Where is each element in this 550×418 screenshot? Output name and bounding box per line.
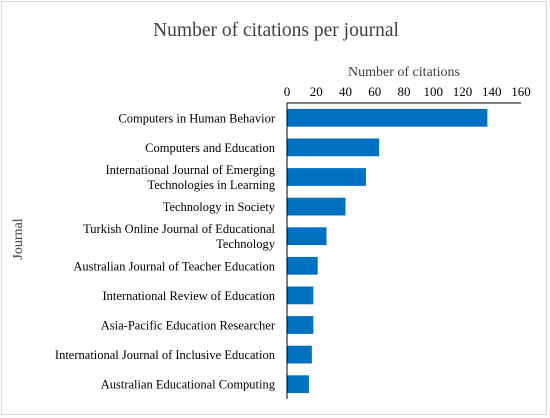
category-label-line: Computers in Human Behavior: [118, 111, 275, 125]
category-labels: Computers in Human Behavior Computers and…: [55, 111, 276, 391]
x-tick-label: 60: [368, 84, 381, 99]
category-label-line: Computers and Education: [145, 141, 276, 155]
category-label: Computers in Human Behavior: [118, 111, 275, 125]
x-tick-label: 0: [284, 84, 291, 99]
bar: [287, 197, 346, 216]
category-label-line: Australian Journal of Teacher Education: [73, 259, 275, 273]
x-tick-label: 20: [310, 84, 323, 99]
category-label: Australian Journal of Teacher Education: [73, 259, 275, 273]
category-label-line: International Journal of Inclusive Educa…: [55, 348, 276, 362]
x-tick-label: 80: [398, 84, 411, 99]
category-label: Technology in Society: [163, 200, 276, 214]
bar: [287, 108, 488, 127]
bar: [287, 316, 314, 334]
bar: [287, 168, 366, 186]
category-label-line: Technology: [216, 237, 276, 251]
category-label-line: International Review of Education: [102, 289, 275, 303]
category-label: International Review of Education: [102, 289, 275, 303]
bar: [287, 256, 318, 275]
x-tick-label: 160: [511, 84, 531, 99]
category-label-line: Turkish Online Journal of Educational: [83, 222, 275, 236]
category-label-line: Australian Educational Computing: [101, 378, 276, 392]
bar: [287, 138, 380, 157]
category-label-line: International Journal of Emerging: [105, 163, 275, 177]
category-label: International Journal of Emerging Technol…: [105, 163, 275, 192]
x-tick-label: 40: [339, 84, 352, 99]
chart-title: Number of citations per journal: [153, 20, 399, 41]
bar: [287, 375, 309, 394]
bars: [287, 108, 488, 394]
category-label-line: Technologies in Learning: [147, 178, 275, 192]
category-label: Computers and Education: [145, 141, 276, 155]
category-label-line: Technology in Society: [163, 200, 276, 214]
x-tick-labels: 0 20 40 60 80 100 120 140 160: [284, 84, 531, 99]
y-axis-label: Journal: [11, 218, 26, 259]
bar: [287, 227, 327, 246]
category-label: International Journal of Inclusive Educa…: [55, 348, 276, 362]
x-axis-label: Number of citations: [348, 65, 460, 80]
bar: [287, 286, 314, 305]
category-label: Asia-Pacific Education Researcher: [101, 319, 276, 333]
x-tick-label: 100: [424, 84, 444, 99]
bar: [287, 345, 312, 364]
category-label: Australian Educational Computing: [101, 378, 276, 392]
x-tick-label: 120: [453, 84, 473, 99]
x-tick-label: 140: [482, 84, 502, 99]
category-label: Turkish Online Journal of Educational Tec…: [83, 222, 276, 251]
category-label-line: Asia-Pacific Education Researcher: [101, 319, 276, 333]
